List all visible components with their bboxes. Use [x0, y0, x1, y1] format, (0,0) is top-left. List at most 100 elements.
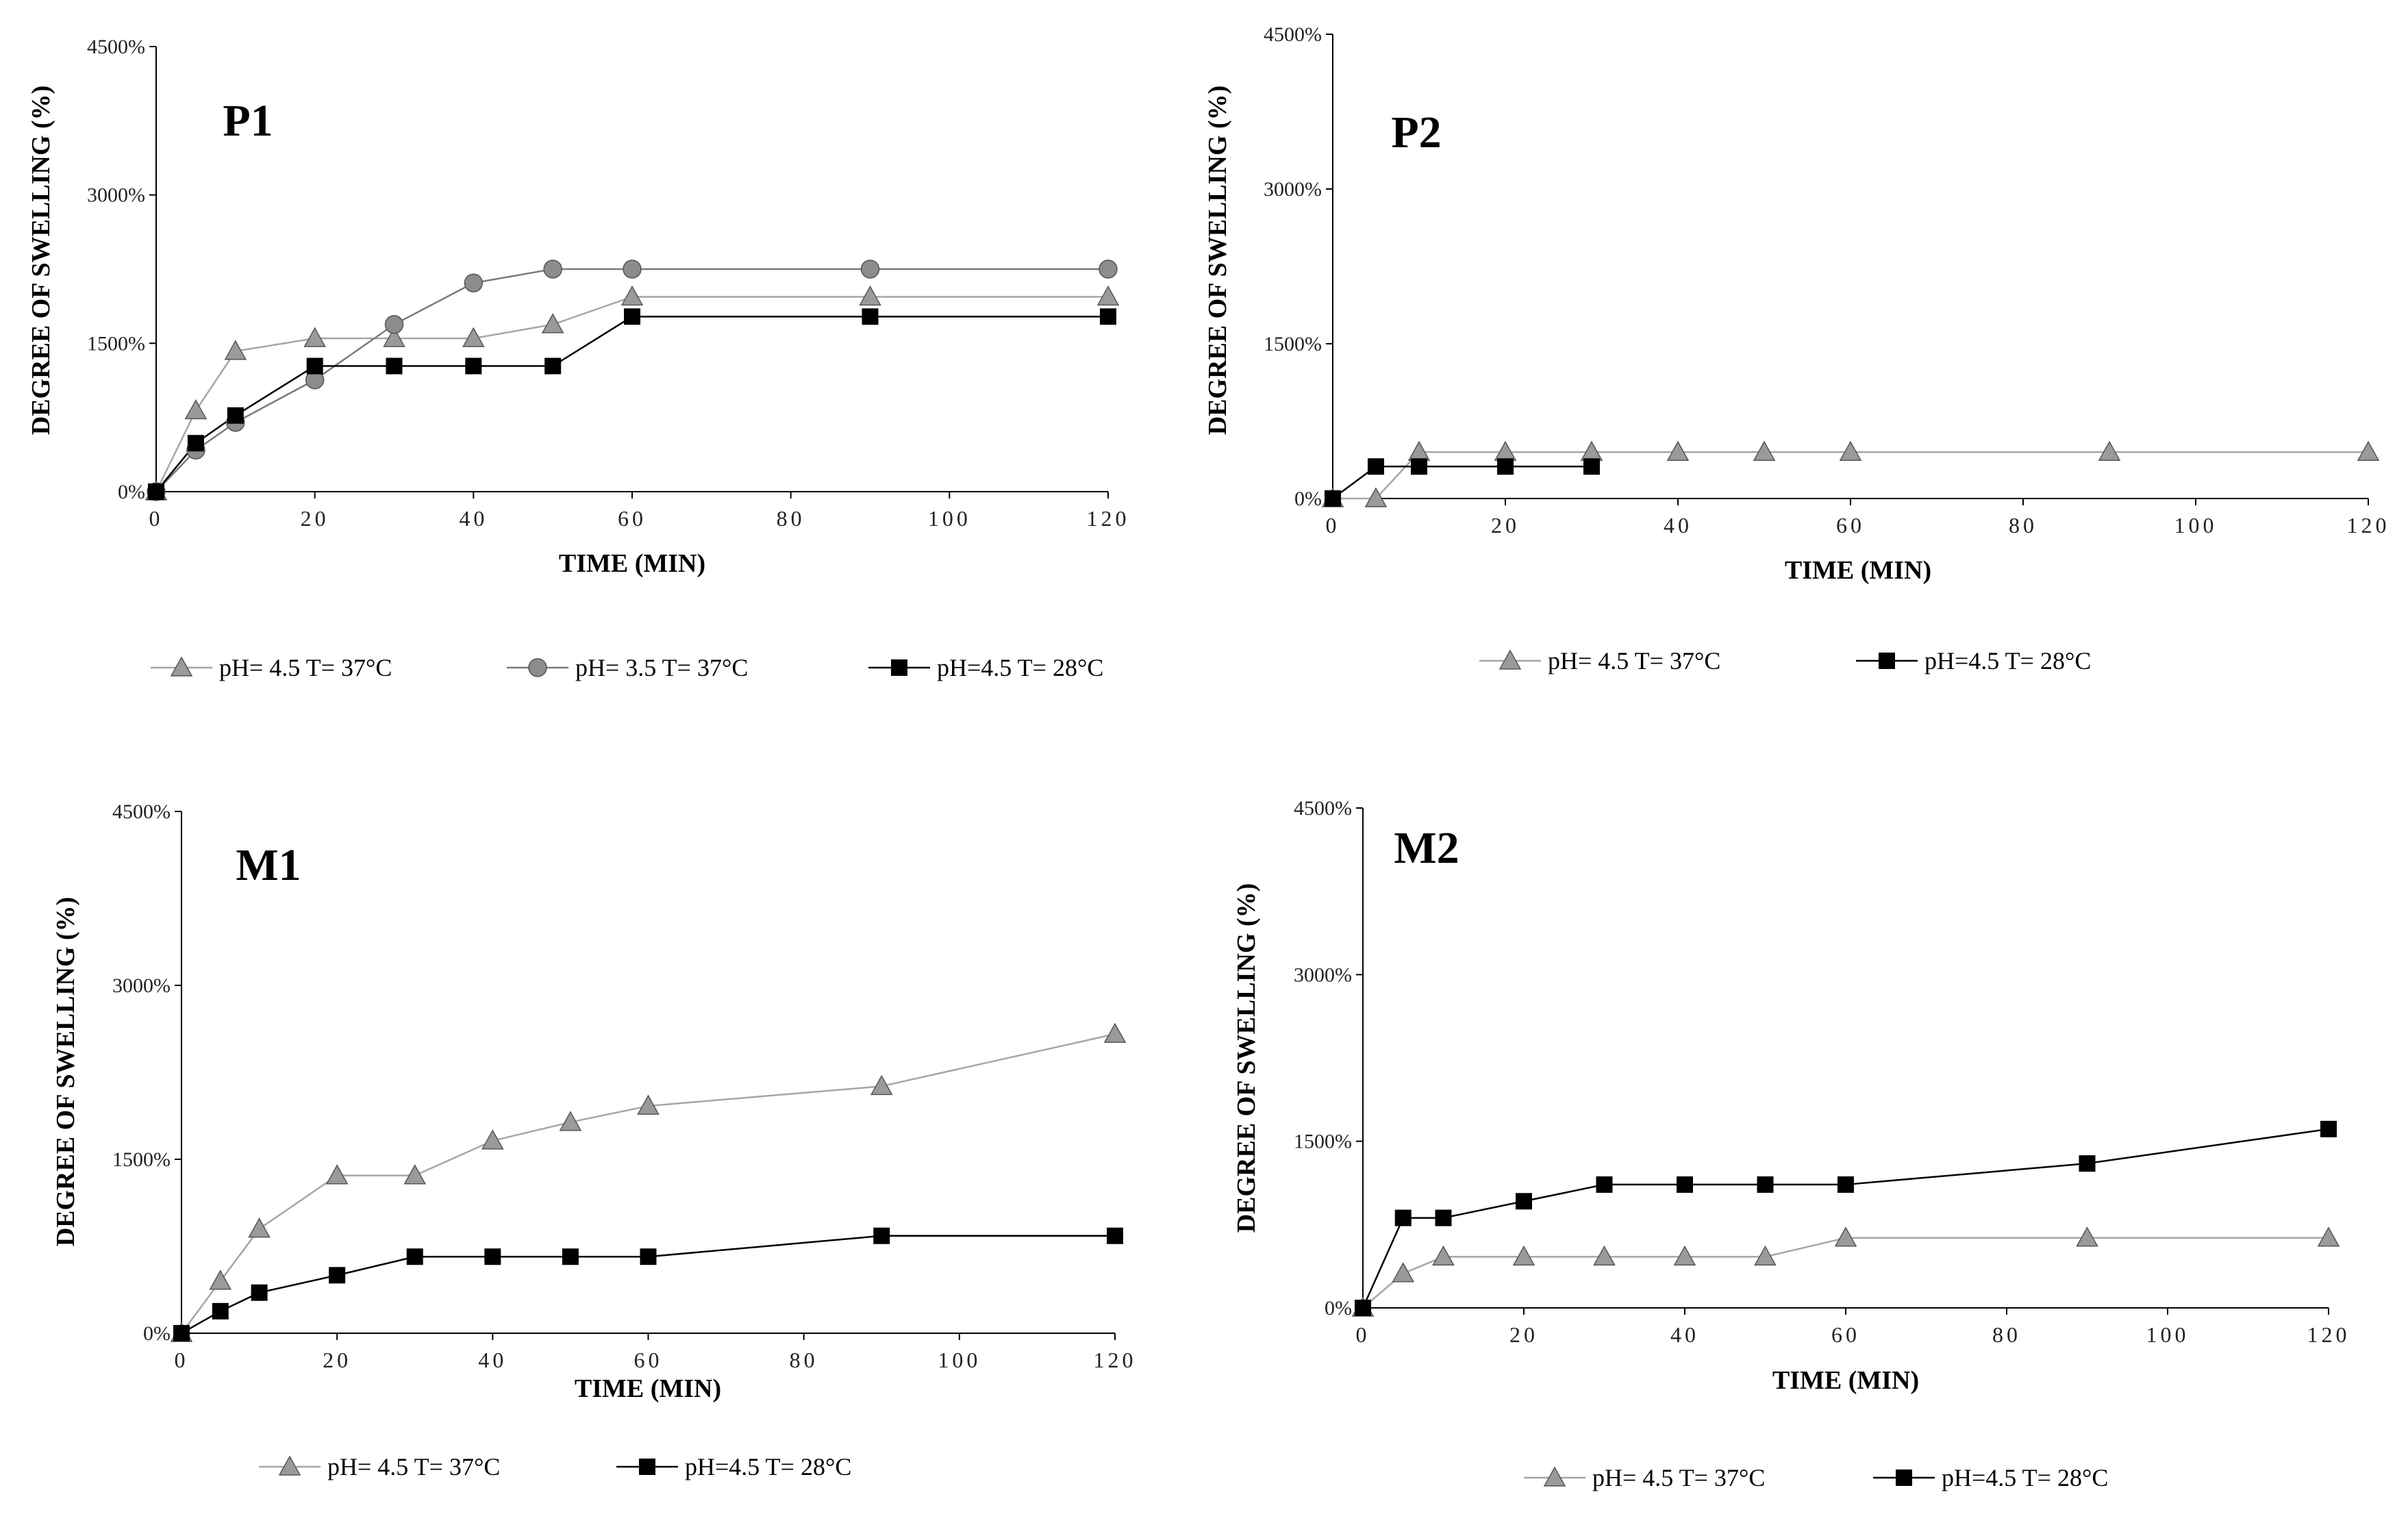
x-tick-label: 120 [2347, 513, 2390, 538]
x-tick-label: 20 [301, 506, 329, 531]
x-tick-label: 120 [1087, 506, 1130, 531]
data-point-triangle [209, 1270, 232, 1290]
data-point-square [227, 407, 244, 424]
x-tick-label: 40 [1670, 1322, 1699, 1347]
series-line-triangle [155, 296, 1108, 492]
x-tick-label: 20 [1491, 513, 1520, 538]
data-point-triangle [1103, 1022, 1127, 1043]
y-tick-label: 3000% [112, 974, 171, 997]
panel-title: M1 [236, 840, 301, 890]
x-tick-label: 60 [1831, 1322, 1860, 1347]
data-point-square [386, 357, 403, 375]
x-tick-label: 40 [459, 506, 488, 531]
y-tick-label: 1500% [1294, 1131, 1352, 1153]
panel-title: P1 [223, 96, 273, 146]
x-tick-label: 100 [938, 1348, 981, 1372]
data-point-triangle [620, 285, 644, 306]
data-point-triangle [637, 1094, 660, 1115]
legend-label: pH= 4.5 T= 37°C [1548, 647, 1720, 674]
legend-marker-triangle [1498, 649, 1522, 670]
data-point-square [1677, 1176, 1693, 1193]
data-point-square [1411, 458, 1427, 475]
data-point-triangle [403, 1164, 427, 1185]
data-point-square [624, 308, 640, 325]
data-point-square [212, 1302, 229, 1320]
legend-marker-triangle [278, 1455, 301, 1476]
y-tick-label: 4500% [1264, 23, 1322, 46]
x-tick-label: 0 [1356, 1322, 1370, 1347]
data-point-triangle [1432, 1245, 1455, 1266]
y-axis-title: DEGREE OF SWELLING (%) [27, 86, 55, 436]
data-point-circle [464, 273, 484, 292]
y-tick-label: 3000% [87, 184, 145, 207]
data-point-square [329, 1267, 346, 1284]
x-tick-label: 100 [928, 506, 971, 531]
legend-entry: pH= 4.5 T= 37°C [1524, 1464, 1765, 1491]
legend-label: pH= 4.5 T= 37°C [219, 654, 392, 681]
data-point-square [544, 357, 562, 375]
panel-title: M2 [1394, 823, 1459, 873]
x-tick-label: 80 [2009, 513, 2037, 538]
data-point-triangle [2098, 440, 2121, 461]
data-point-square [465, 357, 482, 375]
data-point-square [1355, 1300, 1371, 1316]
data-point-circle [623, 260, 642, 279]
x-tick-label: 0 [175, 1348, 189, 1372]
legend-label: pH= 3.5 T= 37°C [575, 654, 748, 681]
data-point-triangle [1407, 440, 1431, 461]
chart-panel-m1: 0% 1500% 3000% 4500% 0 20 40 60 80 100 120 M1 TIME (… [51, 800, 1133, 1480]
data-point-triangle [1834, 1226, 1857, 1247]
series-line-circle [155, 268, 1108, 492]
legend-entry: pH=4.5 T= 28°C [1873, 1464, 2108, 1491]
data-point-square [562, 1248, 579, 1265]
data-point-square [1368, 458, 1384, 475]
data-point-square [1516, 1193, 1532, 1210]
data-point-triangle [2076, 1226, 2098, 1247]
x-tick-label: 100 [2146, 1322, 2190, 1347]
x-tick-label: 60 [618, 506, 647, 531]
legend-entry: pH=4.5 T= 28°C [616, 1453, 851, 1480]
data-point-triangle [559, 1111, 582, 1131]
legend-marker-square [1879, 653, 1895, 669]
legend-label: pH= 4.5 T= 37°C [327, 1453, 500, 1480]
legend-label: pH=4.5 T= 28°C [1942, 1464, 2108, 1491]
data-point-triangle [303, 327, 326, 347]
data-point-triangle [383, 327, 405, 347]
data-point-square [1497, 458, 1514, 475]
data-point-triangle [870, 1074, 893, 1096]
x-axis-title: TIME (MIN) [559, 549, 705, 578]
data-point-square [251, 1284, 268, 1301]
data-point-circle [1099, 260, 1118, 279]
data-point-square [640, 1248, 657, 1265]
data-point-triangle [1392, 1262, 1415, 1283]
series-line-triangle [1362, 1237, 2329, 1309]
y-tick-label: 1500% [1264, 333, 1322, 355]
data-point-triangle [859, 285, 881, 306]
y-tick-label: 4500% [112, 800, 171, 823]
data-point-triangle [248, 1217, 271, 1238]
x-tick-label: 0 [1326, 513, 1340, 538]
y-tick-label: 3000% [1294, 963, 1352, 986]
data-point-triangle [1364, 487, 1388, 507]
x-tick-label: 20 [1509, 1322, 1538, 1347]
x-tick-label: 100 [2174, 513, 2218, 538]
data-point-square [148, 483, 164, 500]
data-point-square [1596, 1176, 1613, 1193]
y-axis-title: DEGREE OF SWELLING (%) [1232, 883, 1261, 1233]
y-tick-label: 4500% [1294, 797, 1352, 820]
data-point-triangle [1666, 440, 1690, 461]
data-point-square [484, 1248, 501, 1265]
x-tick-label: 120 [2307, 1322, 2350, 1347]
series-line-square [155, 316, 1108, 492]
data-point-square [1394, 1209, 1412, 1226]
data-point-triangle [1096, 285, 1120, 306]
legend-marker-triangle [1543, 1466, 1566, 1487]
legend-entry: pH=4.5 T= 28°C [868, 654, 1103, 681]
x-axis-title: TIME (MIN) [575, 1374, 721, 1403]
data-point-square [173, 1325, 190, 1341]
x-tick-label: 40 [478, 1348, 507, 1372]
data-point-square [406, 1248, 423, 1265]
legend-entry: pH=4.5 T= 28°C [1856, 647, 2091, 674]
series-line-square [181, 1235, 1115, 1335]
data-point-triangle [1673, 1245, 1696, 1266]
